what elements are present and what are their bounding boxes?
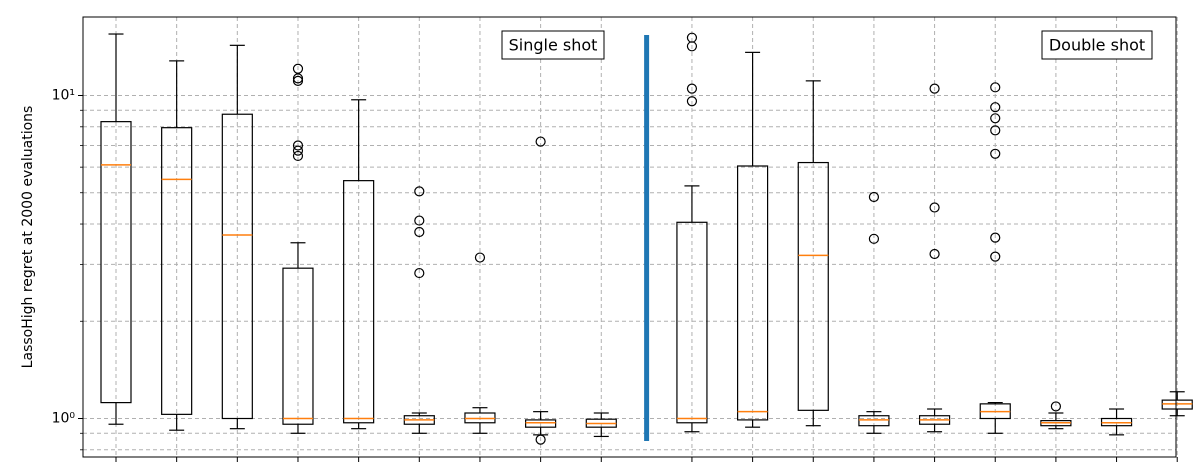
box-1 <box>100 33 132 425</box>
box-16 <box>1040 401 1072 430</box>
outlier-point <box>686 96 698 107</box>
box-17 <box>1100 408 1133 436</box>
box-14 <box>918 83 951 433</box>
box-2 <box>161 60 193 431</box>
outlier-point <box>990 232 1001 243</box>
outlier-point <box>990 251 1001 262</box>
outlier-point <box>929 202 940 213</box>
outlier-point <box>292 75 304 86</box>
outlier-point <box>414 267 425 279</box>
outlier-point <box>929 83 940 94</box>
box-body <box>282 267 314 425</box>
outlier-point <box>868 191 880 203</box>
outlier-point <box>535 136 546 147</box>
grid-lines <box>83 17 1178 457</box>
box-13 <box>858 191 890 434</box>
box-plot-series <box>100 32 1193 445</box>
outlier-point <box>414 186 425 197</box>
outlier-point <box>292 140 304 151</box>
outlier-point <box>292 73 304 84</box>
box-7 <box>464 252 496 434</box>
plot-area-frame <box>82 16 1177 458</box>
box-body <box>221 113 253 420</box>
y-axis-label: LassoHigh regret at 2000 evaluations <box>20 106 36 369</box>
outlier-point <box>686 41 698 52</box>
box-11 <box>736 51 769 428</box>
box-18 <box>1161 391 1193 417</box>
outlier-point <box>686 83 698 94</box>
outlier-point <box>929 248 940 260</box>
outlier-point <box>990 125 1001 136</box>
annotation-double-shot: Double shot <box>1041 30 1153 60</box>
box-body <box>343 180 375 424</box>
box-9 <box>585 412 617 438</box>
box-body <box>676 221 708 424</box>
box-body <box>161 127 193 415</box>
box-body <box>858 415 890 427</box>
box-12 <box>797 80 829 427</box>
y-axis: 10⁰ 10¹ <box>52 88 1178 462</box>
outlier-point <box>1050 401 1062 412</box>
outlier-point <box>990 102 1001 113</box>
y-tick-label: 10¹ <box>52 88 75 104</box>
outlier-point <box>990 113 1001 124</box>
box-15 <box>979 82 1011 434</box>
outlier-point <box>414 226 425 238</box>
outlier-point <box>292 150 304 162</box>
box-body <box>525 419 557 428</box>
annotation-double-shot-box <box>1041 30 1153 60</box>
box-body <box>100 121 132 404</box>
outlier-point <box>292 145 304 156</box>
outlier-point <box>990 148 1001 159</box>
box-body <box>797 161 829 411</box>
box-10 <box>676 32 708 433</box>
outlier-point <box>868 233 880 244</box>
outlier-point <box>414 215 425 226</box>
box-3 <box>221 44 253 430</box>
box-8 <box>525 136 557 445</box>
y-tick-label: 10⁰ <box>52 411 76 427</box>
outlier-point <box>535 434 546 445</box>
box-5 <box>343 99 375 430</box>
annotation-single-shot: Single shot <box>501 30 605 60</box>
box-4 <box>282 63 314 434</box>
outlier-point <box>990 82 1001 93</box>
box-body <box>736 165 769 421</box>
annotation-single-shot-box <box>501 30 605 60</box>
annotation-single-shot-label: Single shot <box>509 36 598 55</box>
annotation-double-shot-label: Double shot <box>1049 36 1145 55</box>
outlier-point <box>474 252 486 263</box>
box-6 <box>403 186 435 434</box>
